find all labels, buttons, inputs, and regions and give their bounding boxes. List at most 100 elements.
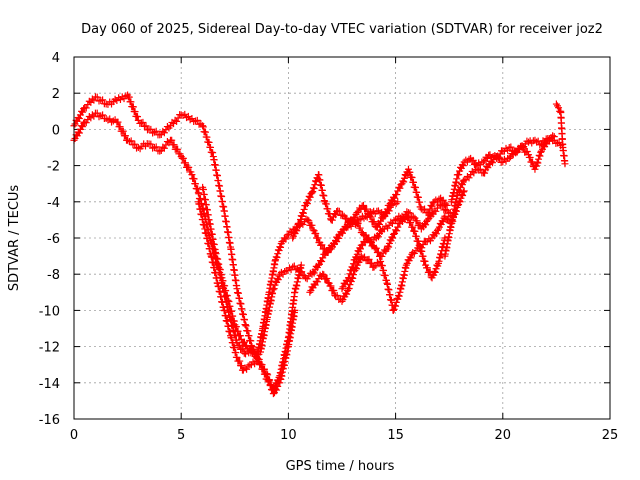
data-point: [97, 96, 105, 104]
data-point: [352, 254, 360, 262]
data-point: [305, 217, 313, 225]
data-point: [306, 193, 314, 201]
data-point: [234, 327, 242, 335]
data-point: [414, 237, 422, 245]
data-point: [303, 200, 311, 208]
data-point: [274, 276, 282, 284]
data-point: [232, 323, 240, 331]
data-point: [327, 282, 335, 290]
data-point: [367, 213, 375, 221]
data-point: [334, 234, 342, 242]
data-point: [207, 143, 215, 151]
data-point: [191, 180, 199, 188]
data-point: [261, 365, 269, 373]
data-point: [345, 284, 353, 292]
data-point: [119, 127, 127, 135]
data-point: [335, 207, 343, 215]
data-point: [309, 188, 317, 196]
data-point: [168, 136, 176, 144]
data-point: [139, 118, 147, 126]
data-point: [349, 264, 357, 272]
data-point: [526, 153, 534, 161]
data-point: [127, 137, 135, 145]
data-point: [323, 274, 331, 282]
data-point: [376, 220, 384, 228]
data-point: [365, 234, 373, 242]
data-point: [310, 185, 318, 193]
data-point: [291, 306, 299, 314]
data-point: [388, 220, 396, 228]
data-point: [150, 144, 158, 151]
data-point: [275, 247, 283, 255]
data-point: [310, 269, 318, 277]
data-point: [378, 252, 386, 260]
data-point: [456, 187, 464, 195]
data-point: [413, 217, 421, 225]
data-point: [419, 252, 427, 260]
data-point: [125, 93, 133, 101]
data-point: [258, 361, 266, 369]
data-point: [87, 114, 95, 122]
data-point: [394, 295, 402, 303]
data-point: [476, 165, 484, 173]
data-point: [93, 109, 101, 117]
data-point: [266, 376, 274, 384]
data-point: [404, 214, 412, 222]
x-tick-label: 25: [602, 428, 619, 443]
data-point: [407, 219, 415, 227]
data-point: [374, 248, 382, 256]
data-point: [185, 163, 193, 171]
data-point: [349, 260, 357, 268]
data-point: [415, 241, 423, 249]
y-tick-label: -16: [39, 413, 60, 428]
data-point: [370, 218, 378, 226]
data-point: [536, 141, 544, 149]
data-point: [314, 278, 322, 286]
data-point: [394, 223, 402, 231]
data-point: [535, 155, 543, 163]
data-point: [393, 191, 401, 199]
data-point: [343, 277, 351, 285]
data-point: [373, 258, 381, 266]
data-point: [323, 248, 331, 256]
data-point: [293, 227, 301, 235]
data-point: [408, 173, 416, 181]
data-point: [233, 353, 241, 361]
data-point: [272, 253, 280, 261]
data-point: [550, 133, 558, 141]
data-point: [333, 291, 341, 299]
data-point: [470, 169, 478, 177]
data-point: [179, 154, 187, 162]
data-point: [312, 229, 320, 237]
x-tick-label: 20: [495, 428, 512, 443]
series-sat-4: [194, 198, 402, 374]
data-point: [99, 96, 107, 104]
data-point: [343, 214, 351, 222]
data-point: [561, 160, 569, 168]
data-points: [70, 91, 569, 398]
data-point: [525, 138, 533, 146]
data-point: [159, 127, 167, 135]
data-point: [90, 96, 98, 104]
data-point: [93, 93, 101, 101]
data-point: [409, 178, 417, 186]
data-point: [523, 147, 531, 155]
data-point: [142, 122, 150, 130]
data-point: [424, 216, 432, 224]
data-point: [203, 133, 211, 141]
data-point: [423, 264, 431, 272]
data-point: [425, 209, 433, 217]
data-point: [442, 200, 450, 208]
series-sat-9: [441, 132, 558, 260]
data-point: [407, 254, 415, 262]
data-point: [170, 141, 178, 149]
data-point: [351, 214, 359, 222]
data-point: [205, 138, 213, 146]
data-point: [276, 243, 284, 251]
data-point: [269, 390, 277, 398]
data-point: [455, 171, 463, 179]
chart-title: Day 060 of 2025, Sidereal Day-to-day VTE…: [81, 22, 603, 37]
data-point: [346, 270, 354, 278]
data-point: [274, 382, 282, 390]
